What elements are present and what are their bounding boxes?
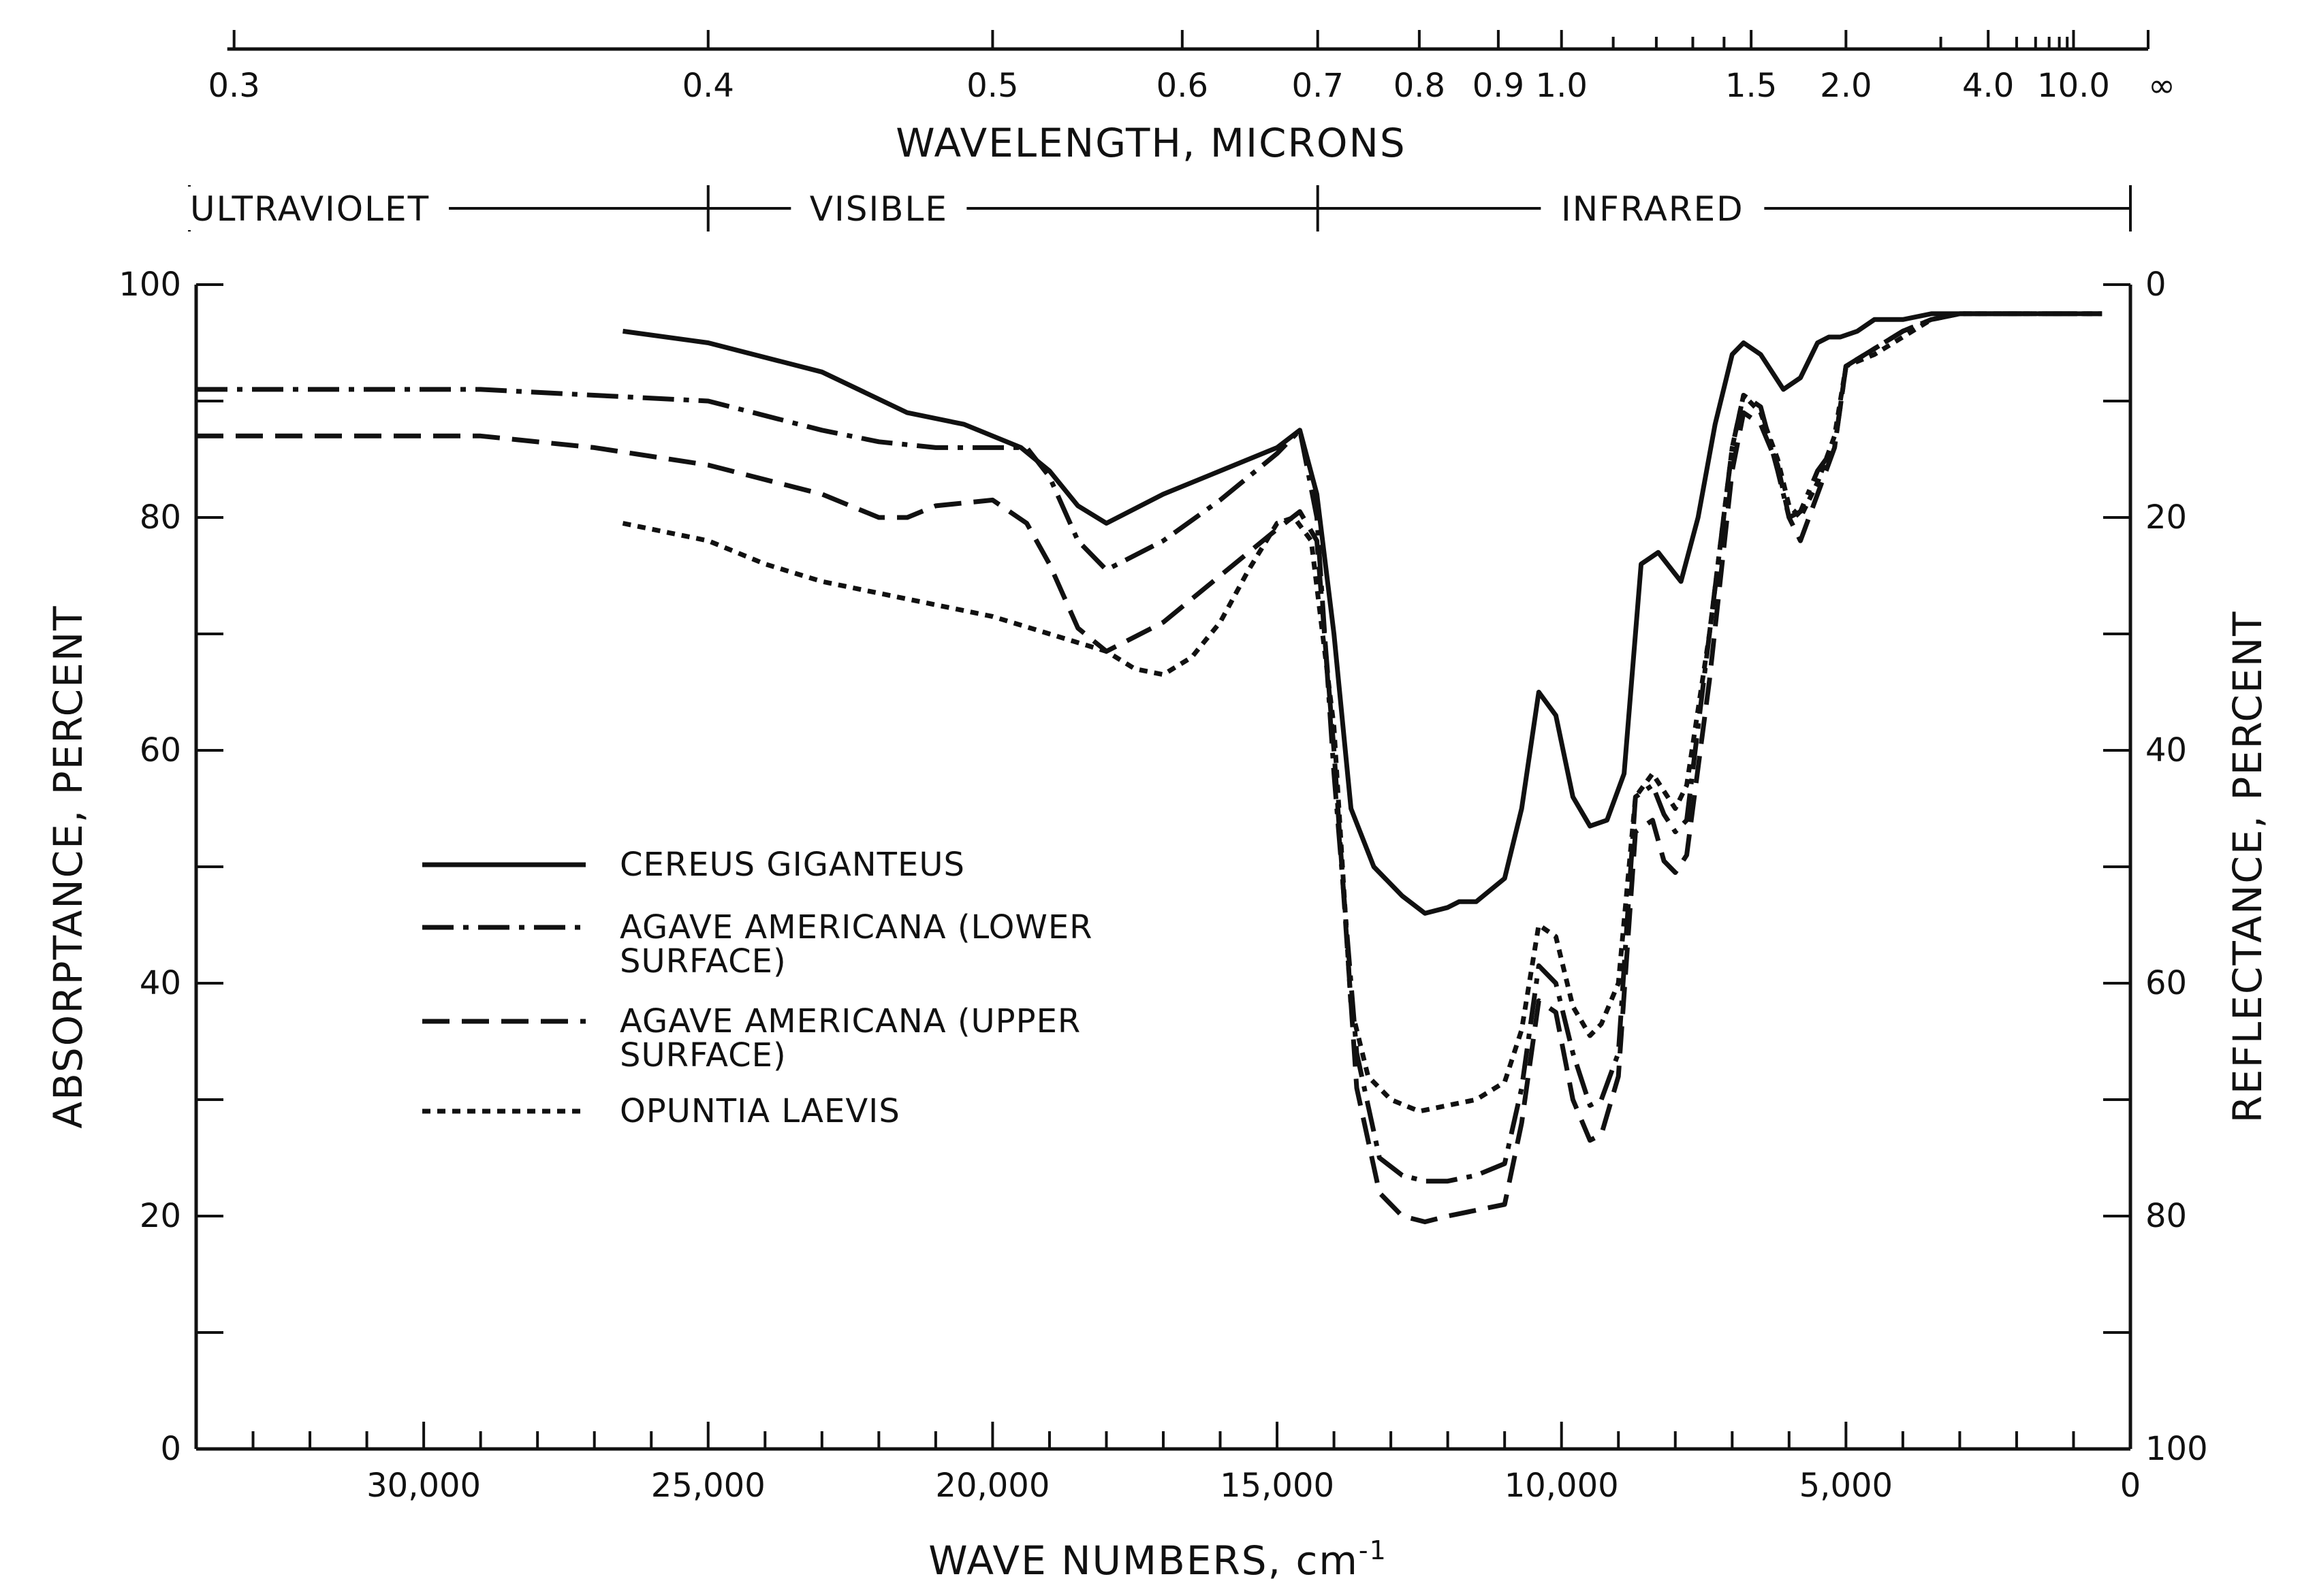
y-right-tick-label: 40 — [2145, 731, 2187, 769]
region-label-bg — [791, 187, 967, 230]
series-line-2 — [196, 311, 2102, 1184]
y-right-tick-label: 0 — [2145, 266, 2167, 304]
top-tick-label: 2.0 — [1820, 67, 1872, 105]
region-label: VISIBLE — [810, 189, 948, 229]
x-axis-wavenumbers: 30,000 25,000 20,000 15,000 10,000 5,000 0 — [195, 1422, 2141, 1505]
legend-label: AGAVE AMERICANA (UPPER — [620, 1002, 1081, 1040]
x-tick-label: 25,000 — [651, 1467, 766, 1505]
y-axis-left-title: ABSORPTANCE, PERCENT — [45, 605, 91, 1128]
y-left-tick-label: 80 — [140, 498, 181, 537]
legend-label-continued: SURFACE) — [620, 942, 787, 980]
x-tick-label: 10,000 — [1505, 1467, 1619, 1505]
top-tick-label: 1.0 — [1536, 67, 1588, 105]
top-tick-label: 0.4 — [682, 67, 734, 105]
y-left-tick-label: 40 — [140, 964, 181, 1002]
top-tick-label: 0.5 — [966, 67, 1018, 105]
data-series — [196, 311, 2102, 1224]
series-line-1 — [623, 311, 2102, 916]
x-tick-label: 30,000 — [366, 1467, 481, 1505]
y-right-tick-label: 60 — [2145, 964, 2187, 1002]
top-tick-label: ∞ — [2148, 67, 2175, 105]
region-label: ULTRAVIOLET — [190, 189, 430, 229]
y-left-tick-label: 0 — [160, 1430, 181, 1468]
x-axis-title: WAVE NUMBERS, cm-1 — [928, 1535, 1387, 1584]
top-tick-label: 0.8 — [1393, 67, 1445, 105]
y-left-tick-label: 20 — [140, 1197, 181, 1235]
x-tick-label: 5,000 — [1799, 1467, 1893, 1505]
legend-label-continued: SURFACE) — [620, 1036, 787, 1074]
y-right-tick-label: 100 — [2145, 1430, 2208, 1468]
legend-label: CEREUS GIGANTEUS — [620, 846, 965, 884]
series-line-4 — [622, 311, 2102, 1114]
top-axis-title: WAVELENGTH, MICRONS — [896, 120, 1406, 166]
top-tick-label: 4.0 — [1962, 67, 2014, 105]
region-label-bg — [171, 187, 450, 230]
legend-label: AGAVE AMERICANA (LOWER — [620, 908, 1093, 946]
y-right-tick-label: 20 — [2145, 498, 2187, 537]
y-axis-right-title: REFLECTANCE, PERCENT — [2224, 611, 2271, 1123]
y-left-tick-label: 60 — [140, 731, 181, 769]
top-tick-label: 0.6 — [1156, 67, 1208, 105]
y-right-tick-label: 80 — [2145, 1197, 2187, 1235]
top-tick-label: 10.0 — [2037, 67, 2110, 105]
spectral-region-bar: ULTRAVIOLET VISIBLE INFRARED — [171, 185, 2132, 232]
y-axis-absorptance: 0 20 40 60 80 100 — [119, 266, 223, 1468]
y-axis-reflectance: 0 20 40 60 80 100 — [2103, 266, 2208, 1468]
top-tick-label: 0.7 — [1292, 67, 1344, 105]
region-label: INFRARED — [1561, 189, 1744, 229]
x-tick-label: 15,000 — [1220, 1467, 1334, 1505]
top-tick-label: 0.9 — [1472, 67, 1524, 105]
region-label-bg — [1541, 187, 1765, 230]
x-tick-label: 20,000 — [935, 1467, 1050, 1505]
top-tick-label: 0.3 — [208, 67, 260, 105]
legend-label: OPUNTIA LAEVIS — [620, 1092, 900, 1130]
y-left-tick-label: 100 — [119, 266, 181, 304]
wavelength-axis: 0.3 0.4 0.5 0.6 0.7 0.8 0.9 1.0 1.5 2.0 4.0 10.0 ∞ — [208, 30, 2175, 105]
series-line-3 — [196, 311, 2102, 1224]
top-tick-label: 1.5 — [1725, 67, 1777, 105]
x-tick-label: 0 — [2120, 1467, 2141, 1505]
